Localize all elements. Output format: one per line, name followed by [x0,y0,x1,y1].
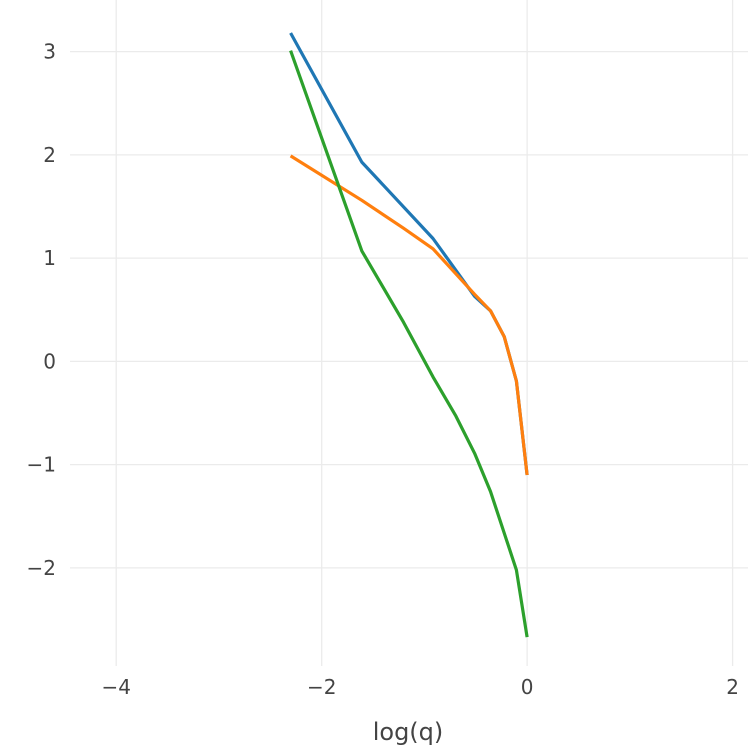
y-tick-label: −1 [27,453,56,477]
series-line-2 [289,154,529,476]
series-line-1 [289,32,529,476]
x-tick-label: −2 [307,675,336,699]
y-axis-ticks: −2 −1 0 1 2 3 [27,40,56,580]
x-axis-ticks: −4 −2 0 2 [101,675,738,699]
y-tick-label: 0 [43,349,56,373]
y-tick-label: −2 [27,556,56,580]
x-tick-label: 0 [521,675,534,699]
x-tick-label: −4 [101,675,130,699]
x-tick-label: 2 [726,675,739,699]
grid [70,0,748,666]
series-line-3 [289,50,529,638]
series-layer [289,32,529,638]
y-tick-label: 1 [43,246,56,270]
x-axis-title: log(q) [373,718,444,746]
y-tick-label: 3 [43,40,56,64]
y-tick-label: 2 [43,143,56,167]
